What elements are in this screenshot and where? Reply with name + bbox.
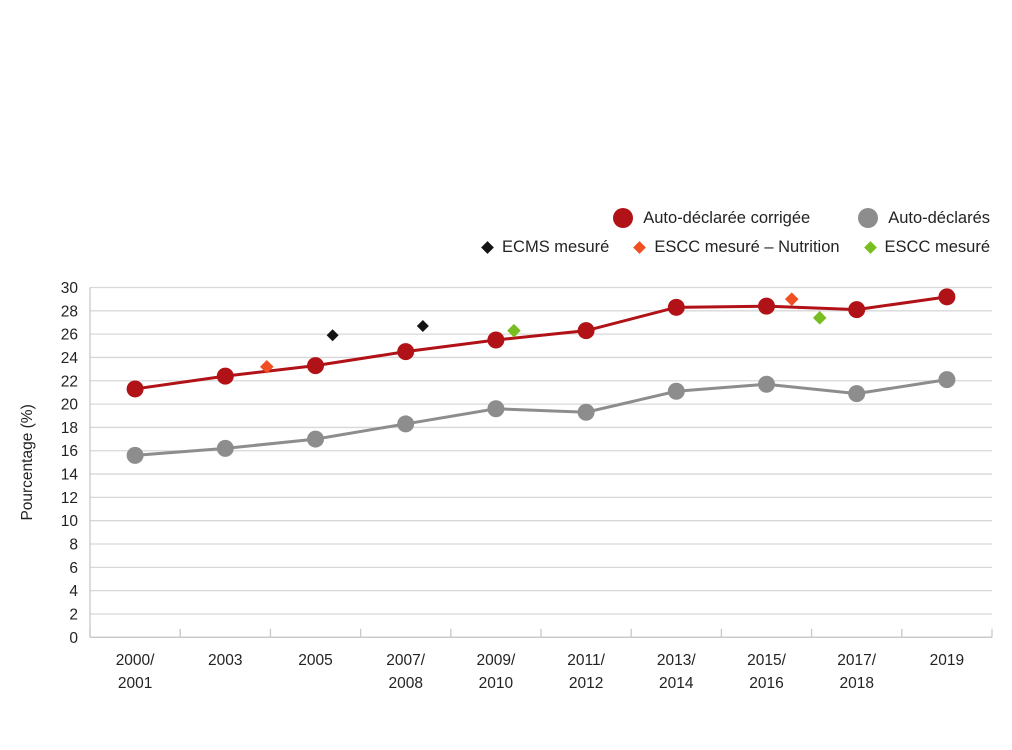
data-point-circle xyxy=(577,322,595,340)
legend-row-1: Auto-déclarée corrigée Auto-déclarés xyxy=(613,208,990,228)
series-line-auto-declares xyxy=(134,378,948,457)
data-point-circle xyxy=(848,301,866,319)
x-category-label: 2015/ xyxy=(747,652,786,669)
y-tick-label: 2 xyxy=(69,606,78,623)
data-point-circle xyxy=(848,385,866,403)
y-tick-label: 30 xyxy=(61,280,79,297)
data-point-diamond xyxy=(812,311,827,325)
x-category-label: 2008 xyxy=(388,675,422,692)
data-point-diamond xyxy=(784,292,799,306)
y-tick-label: 4 xyxy=(69,583,78,600)
x-category-label: 2007/ xyxy=(386,652,425,669)
gray-circle-marker-icon xyxy=(858,208,879,228)
legend-item-auto-declaree-corrigee: Auto-déclarée corrigée xyxy=(613,208,810,228)
y-tick-label: 22 xyxy=(61,373,78,390)
data-point-circle xyxy=(216,439,234,457)
data-point-circle xyxy=(126,380,144,398)
x-category-label: 2003 xyxy=(208,652,242,669)
x-category-label: 2005 xyxy=(298,652,332,669)
y-tick-label: 14 xyxy=(61,467,79,484)
x-category-label: 2011/ xyxy=(567,652,605,669)
data-point-circle xyxy=(487,331,505,349)
y-tick-label: 20 xyxy=(61,397,79,414)
y-tick-label: 24 xyxy=(61,350,79,367)
x-category-label: 2013/ xyxy=(657,652,696,669)
legend-item-escc-mesure-nutrition: ESCC mesuré – Nutrition xyxy=(633,238,840,257)
x-category-label: 2019 xyxy=(930,652,964,669)
legend-label: Auto-déclarée corrigée xyxy=(643,208,811,227)
data-point-circle xyxy=(577,403,595,421)
data-point-circle xyxy=(758,375,775,393)
data-point-circle xyxy=(216,367,234,385)
x-category-label: 2016 xyxy=(749,675,783,692)
y-tick-label: 26 xyxy=(61,327,78,344)
legend-item-escc-mesure: ESCC mesuré xyxy=(863,238,990,257)
data-point-circle xyxy=(307,430,324,448)
red-circle-marker-icon xyxy=(613,208,634,228)
data-point-circle xyxy=(126,446,144,464)
data-point-diamond xyxy=(326,329,339,342)
data-point-circle xyxy=(938,288,956,306)
x-category-label: 2018 xyxy=(839,675,873,692)
y-tick-label: 18 xyxy=(61,420,78,437)
legend-row-2: ECMS mesuré ESCC mesuré – Nutrition ESCC… xyxy=(481,238,990,257)
y-tick-label: 12 xyxy=(61,490,78,507)
data-point-circle xyxy=(938,371,956,389)
y-tick-label: 0 xyxy=(69,630,78,647)
data-point-diamond xyxy=(507,323,521,338)
y-tick-label: 8 xyxy=(69,537,78,554)
legend-label: ECMS mesuré xyxy=(502,238,610,256)
x-category-label: 2014 xyxy=(659,675,694,692)
data-point-circle xyxy=(307,357,324,375)
data-point-circle xyxy=(667,382,685,400)
y-axis-title: Pourcentage (%) xyxy=(19,404,36,520)
y-tick-label: 6 xyxy=(69,560,78,577)
x-category-label: 2012 xyxy=(569,675,603,692)
x-category-label: 2010 xyxy=(479,675,514,692)
legend-label: Auto-déclarés xyxy=(888,208,990,227)
series-line-auto-declaree-corrigee xyxy=(134,295,948,391)
legend-item-ecms-mesure: ECMS mesuré xyxy=(481,238,610,257)
x-category-label: 2001 xyxy=(118,675,152,692)
legend-label: ESCC mesuré – Nutrition xyxy=(654,238,840,256)
y-tick-label: 16 xyxy=(61,443,78,460)
x-category-label: 2017/ xyxy=(837,652,876,669)
data-point-circle xyxy=(487,400,505,418)
y-tick-label: 28 xyxy=(61,303,78,320)
data-point-circle xyxy=(667,298,685,316)
x-category-label: 2009/ xyxy=(477,652,516,669)
legend-label: ESCC mesuré xyxy=(884,238,990,256)
data-point-diamond xyxy=(259,359,274,374)
legend-item-auto-declares: Auto-déclarés xyxy=(858,208,990,228)
data-point-diamond xyxy=(416,319,429,332)
data-point-circle xyxy=(397,343,415,361)
data-point-circle xyxy=(758,297,775,315)
y-tick-label: 10 xyxy=(61,513,79,530)
x-category-label: 2000/ xyxy=(116,652,155,669)
data-point-circle xyxy=(397,415,415,433)
